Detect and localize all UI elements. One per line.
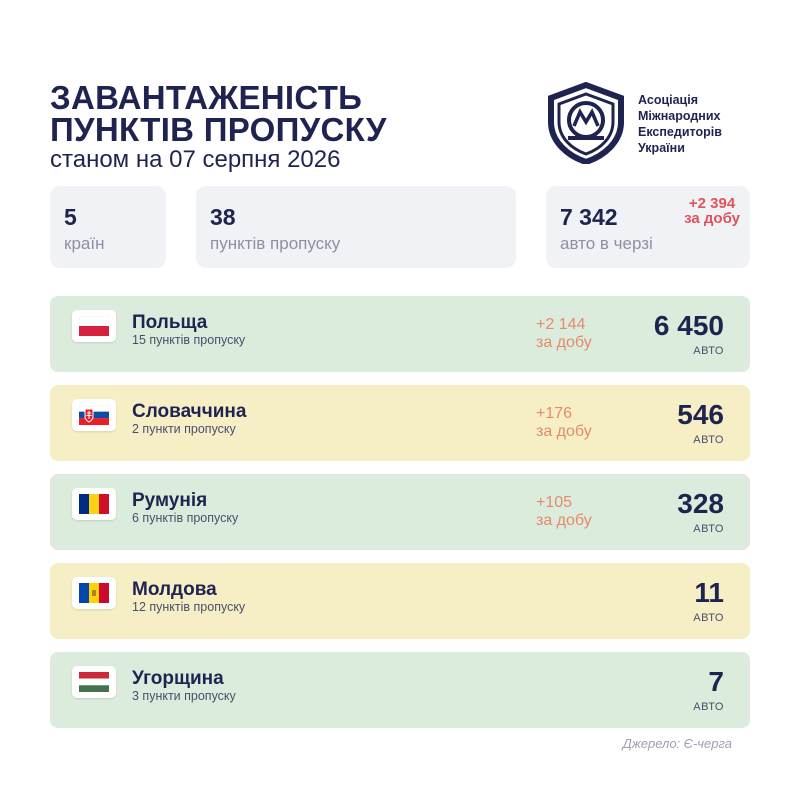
daily-delta-value: +176: [536, 405, 573, 422]
country-row-slovakia: Словаччина 2 пункти пропуску +176 за доб…: [50, 385, 750, 461]
stat-card-queue: 7 342 авто в черзі +2 394 за добу: [546, 186, 750, 268]
org-name-line-4: України: [638, 141, 685, 155]
flag-container: [72, 577, 116, 609]
stat-value: 38: [210, 204, 236, 230]
stat-delta: +2 394 за добу: [684, 196, 740, 226]
queue-unit: АВТО: [693, 434, 724, 446]
flag-container: [72, 488, 116, 520]
country-row-poland: Польща 15 пунктів пропуску +2 144 за доб…: [50, 296, 750, 372]
daily-delta-label: за добу: [536, 334, 592, 351]
country-name: Угорщина: [132, 668, 224, 689]
checkpoint-count: 6 пунктів пропуску: [132, 511, 239, 525]
queue-unit: АВТО: [693, 701, 724, 713]
country-row-romania: Румунія 6 пунктів пропуску +105 за добу …: [50, 474, 750, 550]
romania-flag-icon: [79, 494, 109, 514]
stat-delta-label: за добу: [684, 210, 740, 227]
association-logo-icon: [548, 82, 624, 164]
country-name: Румунія: [132, 490, 208, 511]
country-name: Польща: [132, 312, 208, 333]
title-line-2: ПУНКТІВ ПРОПУСКУ: [50, 111, 387, 148]
org-name-line-1: Асоціація: [638, 93, 699, 107]
daily-delta-value: +2 144: [536, 316, 586, 333]
country-row-moldova: Молдова 12 пунктів пропуску 11 АВТО: [50, 563, 750, 639]
daily-delta: +176 за добу: [536, 405, 592, 441]
queue-unit: АВТО: [693, 612, 724, 624]
stat-value: 7 342: [560, 204, 618, 230]
stat-delta-value: +2 394: [688, 195, 736, 212]
queue-value: 6 450: [653, 310, 724, 341]
organization-name: Асоціація Міжнародних Експедиторів Украї…: [638, 92, 722, 156]
org-name-line-2: Міжнародних: [638, 109, 721, 123]
checkpoint-count: 15 пунктів пропуску: [132, 333, 246, 347]
queue-value: 546: [677, 399, 724, 430]
country-row-hungary: Угорщина 3 пункти пропуску 7 АВТО: [50, 652, 750, 728]
stat-value: 5: [64, 204, 77, 230]
queue-value: 11: [694, 577, 724, 608]
flag-container: [72, 310, 116, 342]
stat-label: пунктів пропуску: [210, 234, 341, 253]
queue-value: 328: [677, 488, 724, 519]
country-name: Молдова: [132, 579, 217, 600]
daily-delta-label: за добу: [536, 512, 592, 529]
stat-card-checkpoints: 38 пунктів пропуску: [196, 186, 516, 268]
stat-label: авто в черзі: [560, 234, 653, 253]
country-name: Словаччина: [132, 401, 247, 422]
checkpoint-count: 3 пункти пропуску: [132, 689, 236, 703]
stat-card-countries: 5 країн: [50, 186, 166, 268]
daily-delta-label: за добу: [536, 423, 592, 440]
stat-label: країн: [64, 234, 105, 253]
checkpoint-count: 2 пункти пропуску: [132, 422, 236, 436]
page-subtitle: станом на 07 серпня 2026: [50, 146, 341, 173]
queue-unit: АВТО: [693, 345, 724, 357]
title-line-1: ЗАВАНТАЖЕНІСТЬ: [50, 79, 363, 116]
daily-delta: +2 144 за добу: [536, 316, 592, 352]
checkpoint-count: 12 пунктів пропуску: [132, 600, 246, 614]
daily-delta: +105 за добу: [536, 494, 592, 530]
hungary-flag-icon: [79, 672, 109, 692]
flag-container: [72, 666, 116, 698]
moldova-flag-icon: [79, 583, 109, 603]
slovakia-flag-icon: [79, 405, 109, 425]
page-title: ЗАВАНТАЖЕНІСТЬ ПУНКТІВ ПРОПУСКУ: [50, 79, 387, 148]
poland-flag-icon: [79, 316, 109, 336]
source-note: Джерело: Є-черга: [622, 736, 732, 751]
flag-container: [72, 399, 116, 431]
queue-unit: АВТО: [693, 523, 724, 535]
queue-value: 7: [708, 666, 724, 697]
org-name-line-3: Експедиторів: [638, 125, 722, 139]
daily-delta-value: +105: [536, 494, 573, 511]
